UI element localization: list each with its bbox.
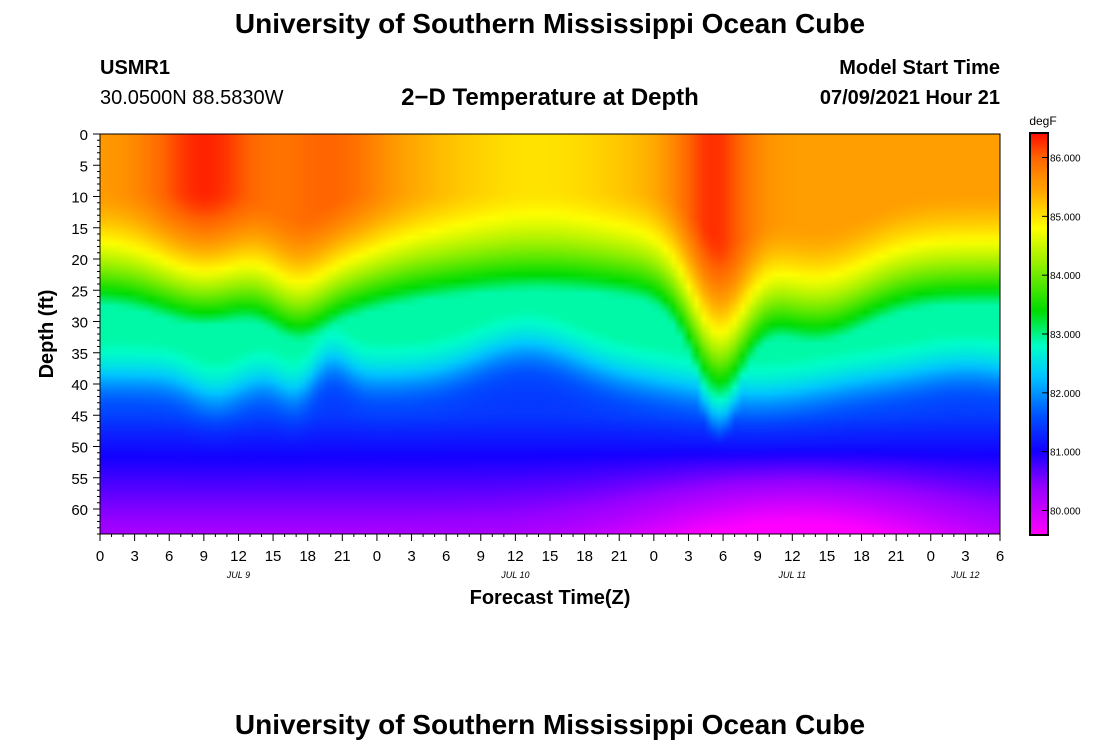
x-axis-label: Forecast Time(Z) [470, 587, 631, 609]
colorbar-tick-label: 80.000 [1050, 506, 1081, 517]
x-tick-label: 3 [961, 548, 969, 565]
x-tick-label: 15 [819, 548, 836, 565]
colorbar-tick-label: 85.000 [1050, 212, 1081, 223]
y-tick-label: 40 [71, 377, 88, 394]
colorbar-tick-label: 81.000 [1050, 448, 1081, 459]
y-tick-label: 35 [71, 346, 88, 363]
x-tick-label: 0 [650, 548, 658, 565]
colorbar-unit: degF [1029, 114, 1056, 128]
y-axis-label: Depth (ft) [36, 290, 58, 379]
station-coords: 30.0500N 88.5830W [100, 87, 284, 109]
model-start-label: Model Start Time [839, 57, 1000, 79]
x-tick-label: 3 [407, 548, 415, 565]
date-label: JUL 9 [226, 570, 250, 580]
x-tick-label: 18 [853, 548, 870, 565]
x-tick-label: 9 [200, 548, 208, 565]
plot-frame [99, 133, 1001, 535]
x-tick-label: 12 [230, 548, 247, 565]
page-title-bottom: University of Southern Mississippi Ocean… [234, 709, 866, 740]
x-tick-label: 18 [576, 548, 593, 565]
x-tick-label: 15 [542, 548, 559, 565]
x-tick-label: 15 [265, 548, 282, 565]
colorbar-tick-label: 83.000 [1050, 330, 1081, 341]
x-tick-label: 18 [299, 548, 316, 565]
temperature-heatmap [100, 134, 1000, 534]
x-tick-label: 9 [754, 548, 762, 565]
y-tick-label: 25 [71, 283, 88, 300]
y-tick-label: 55 [71, 471, 88, 488]
y-tick-label: 30 [71, 315, 88, 332]
colorbar-gradient [1031, 134, 1047, 534]
chart-subtitle: 2−D Temperature at Depth [401, 84, 699, 111]
x-tick-label: 6 [165, 548, 173, 565]
y-tick-label: 50 [71, 440, 88, 457]
x-tick-label: 6 [442, 548, 450, 565]
colorbar-tick-label: 86.000 [1050, 154, 1081, 165]
date-label: JUL 11 [777, 570, 806, 580]
date-label: JUL 12 [950, 570, 979, 580]
x-tick-label: 0 [373, 548, 381, 565]
station-id: USMR1 [100, 57, 171, 79]
y-tick-label: 0 [80, 127, 88, 144]
x-tick-label: 21 [334, 548, 351, 565]
x-tick-label: 21 [888, 548, 905, 565]
x-tick-label: 6 [719, 548, 727, 565]
x-tick-label: 9 [477, 548, 485, 565]
x-tick-label: 21 [611, 548, 628, 565]
page-title-top: University of Southern Mississippi Ocean… [234, 8, 866, 39]
x-tick-label: 6 [996, 548, 1004, 565]
date-label: JUL 10 [500, 570, 529, 580]
x-tick-label: 3 [684, 548, 692, 565]
y-tick-label: 60 [71, 502, 88, 519]
x-tick-label: 0 [96, 548, 104, 565]
x-tick-label: 0 [927, 548, 935, 565]
y-tick-label: 5 [80, 158, 88, 175]
y-tick-label: 15 [71, 221, 88, 238]
y-tick-label: 45 [71, 408, 88, 425]
x-tick-label: 12 [507, 548, 524, 565]
y-tick-label: 20 [71, 252, 88, 269]
x-tick-label: 3 [130, 548, 138, 565]
colorbar-tick-label: 84.000 [1050, 271, 1081, 282]
x-tick-label: 12 [784, 548, 801, 565]
y-tick-label: 10 [71, 190, 88, 207]
model-start-time: 07/09/2021 Hour 21 [819, 87, 1000, 109]
colorbar-tick-label: 82.000 [1050, 389, 1081, 400]
